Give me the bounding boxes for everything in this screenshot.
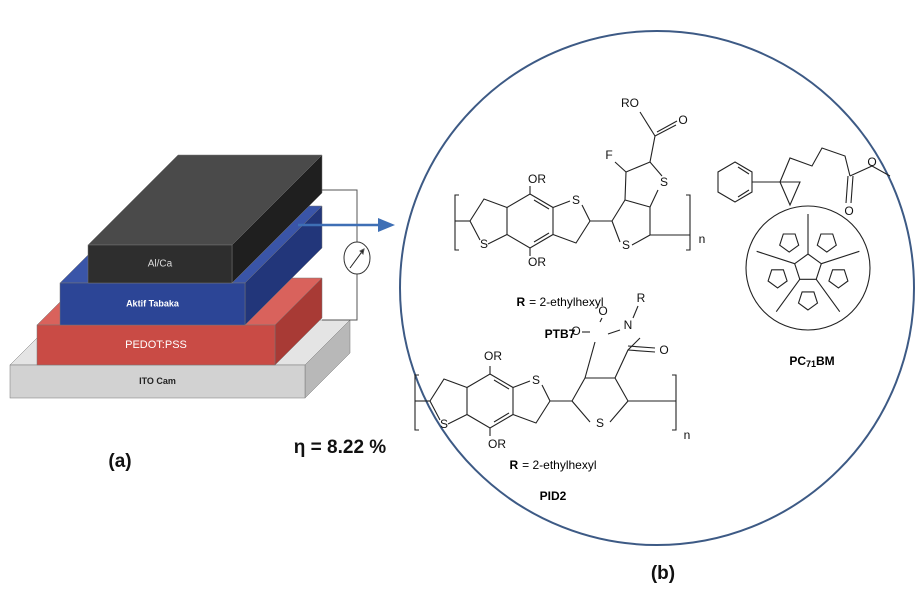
layer-label: PEDOT:PSS (125, 339, 187, 351)
atom-label: O (598, 304, 607, 318)
molecule-circle (400, 31, 914, 545)
fullerene-edge (776, 279, 800, 311)
fullerene-facet (817, 234, 836, 252)
panel-label: (a) (108, 451, 131, 472)
layer-label: Al/Ca (148, 259, 173, 270)
name-part: PC (789, 354, 806, 368)
fullerene-facet (768, 270, 787, 288)
atom-label: S (622, 238, 630, 252)
figure: ITO Cam PEDOT:PSS Aktif Tabaka Al/Ca (a) η … (0, 0, 915, 589)
r-symbol: R (516, 295, 525, 309)
name-subscript: 71 (806, 359, 816, 369)
atom-label: RO (621, 96, 639, 110)
ptb7-structure: OR OR S S S S F RO O n R= 2-ethylhexyl P… (455, 96, 705, 341)
fullerene-edge (757, 251, 795, 263)
atom-label: O (844, 204, 853, 218)
panel-label: (b) (651, 563, 675, 584)
atom-label: O (867, 155, 876, 169)
fullerene-facet (795, 254, 822, 279)
r-definition: = 2-ethylhexyl (529, 295, 603, 309)
molecule-name: PC71BM (789, 354, 834, 369)
polymer-name: PID2 (540, 489, 567, 503)
atom-label: OR (528, 172, 546, 186)
fullerene-facet (780, 234, 799, 252)
atom-label: O (678, 113, 687, 127)
layer-label: ITO Cam (139, 376, 176, 386)
r-note: R = 2-ethylhexyl (509, 458, 596, 472)
atom-label: S (480, 237, 488, 251)
device-stack: ITO Cam PEDOT:PSS Aktif Tabaka Al/Ca (10, 155, 350, 398)
atom-label: O (571, 324, 580, 338)
atom-label: N (624, 318, 633, 332)
circuit (322, 190, 370, 320)
atom-label: S (596, 416, 604, 430)
fullerene-facet (799, 292, 818, 310)
efficiency: η = 8.22 % (294, 437, 387, 458)
atom-label: S (532, 373, 540, 387)
r-definition: = 2-ethylhexyl (522, 458, 596, 472)
atom-label: S (572, 193, 580, 207)
layer-label: Aktif Tabaka (126, 298, 180, 308)
atom-label: S (660, 175, 668, 189)
pc71bm-structure: O O PC71BM (718, 148, 890, 369)
atom-label: n (699, 232, 706, 246)
fullerene-edge (816, 279, 840, 311)
atom-label: O (659, 343, 668, 357)
name-part: BM (816, 354, 835, 368)
atom-label: R (637, 291, 646, 305)
r-symbol: R (509, 458, 518, 472)
atom-label: S (440, 417, 448, 431)
atom-label: OR (528, 255, 546, 269)
atom-label: n (684, 428, 691, 442)
fullerene-facet (829, 270, 848, 288)
atom-label: OR (488, 437, 506, 451)
fullerene-edge (821, 251, 859, 263)
atom-label: F (605, 148, 612, 162)
atom-label: OR (484, 349, 502, 363)
pid2-structure: OR OR S S S O O N R O n R= 2-ethylhexyl … (415, 291, 690, 503)
r-note: R = 2-ethylhexyl (516, 295, 603, 309)
